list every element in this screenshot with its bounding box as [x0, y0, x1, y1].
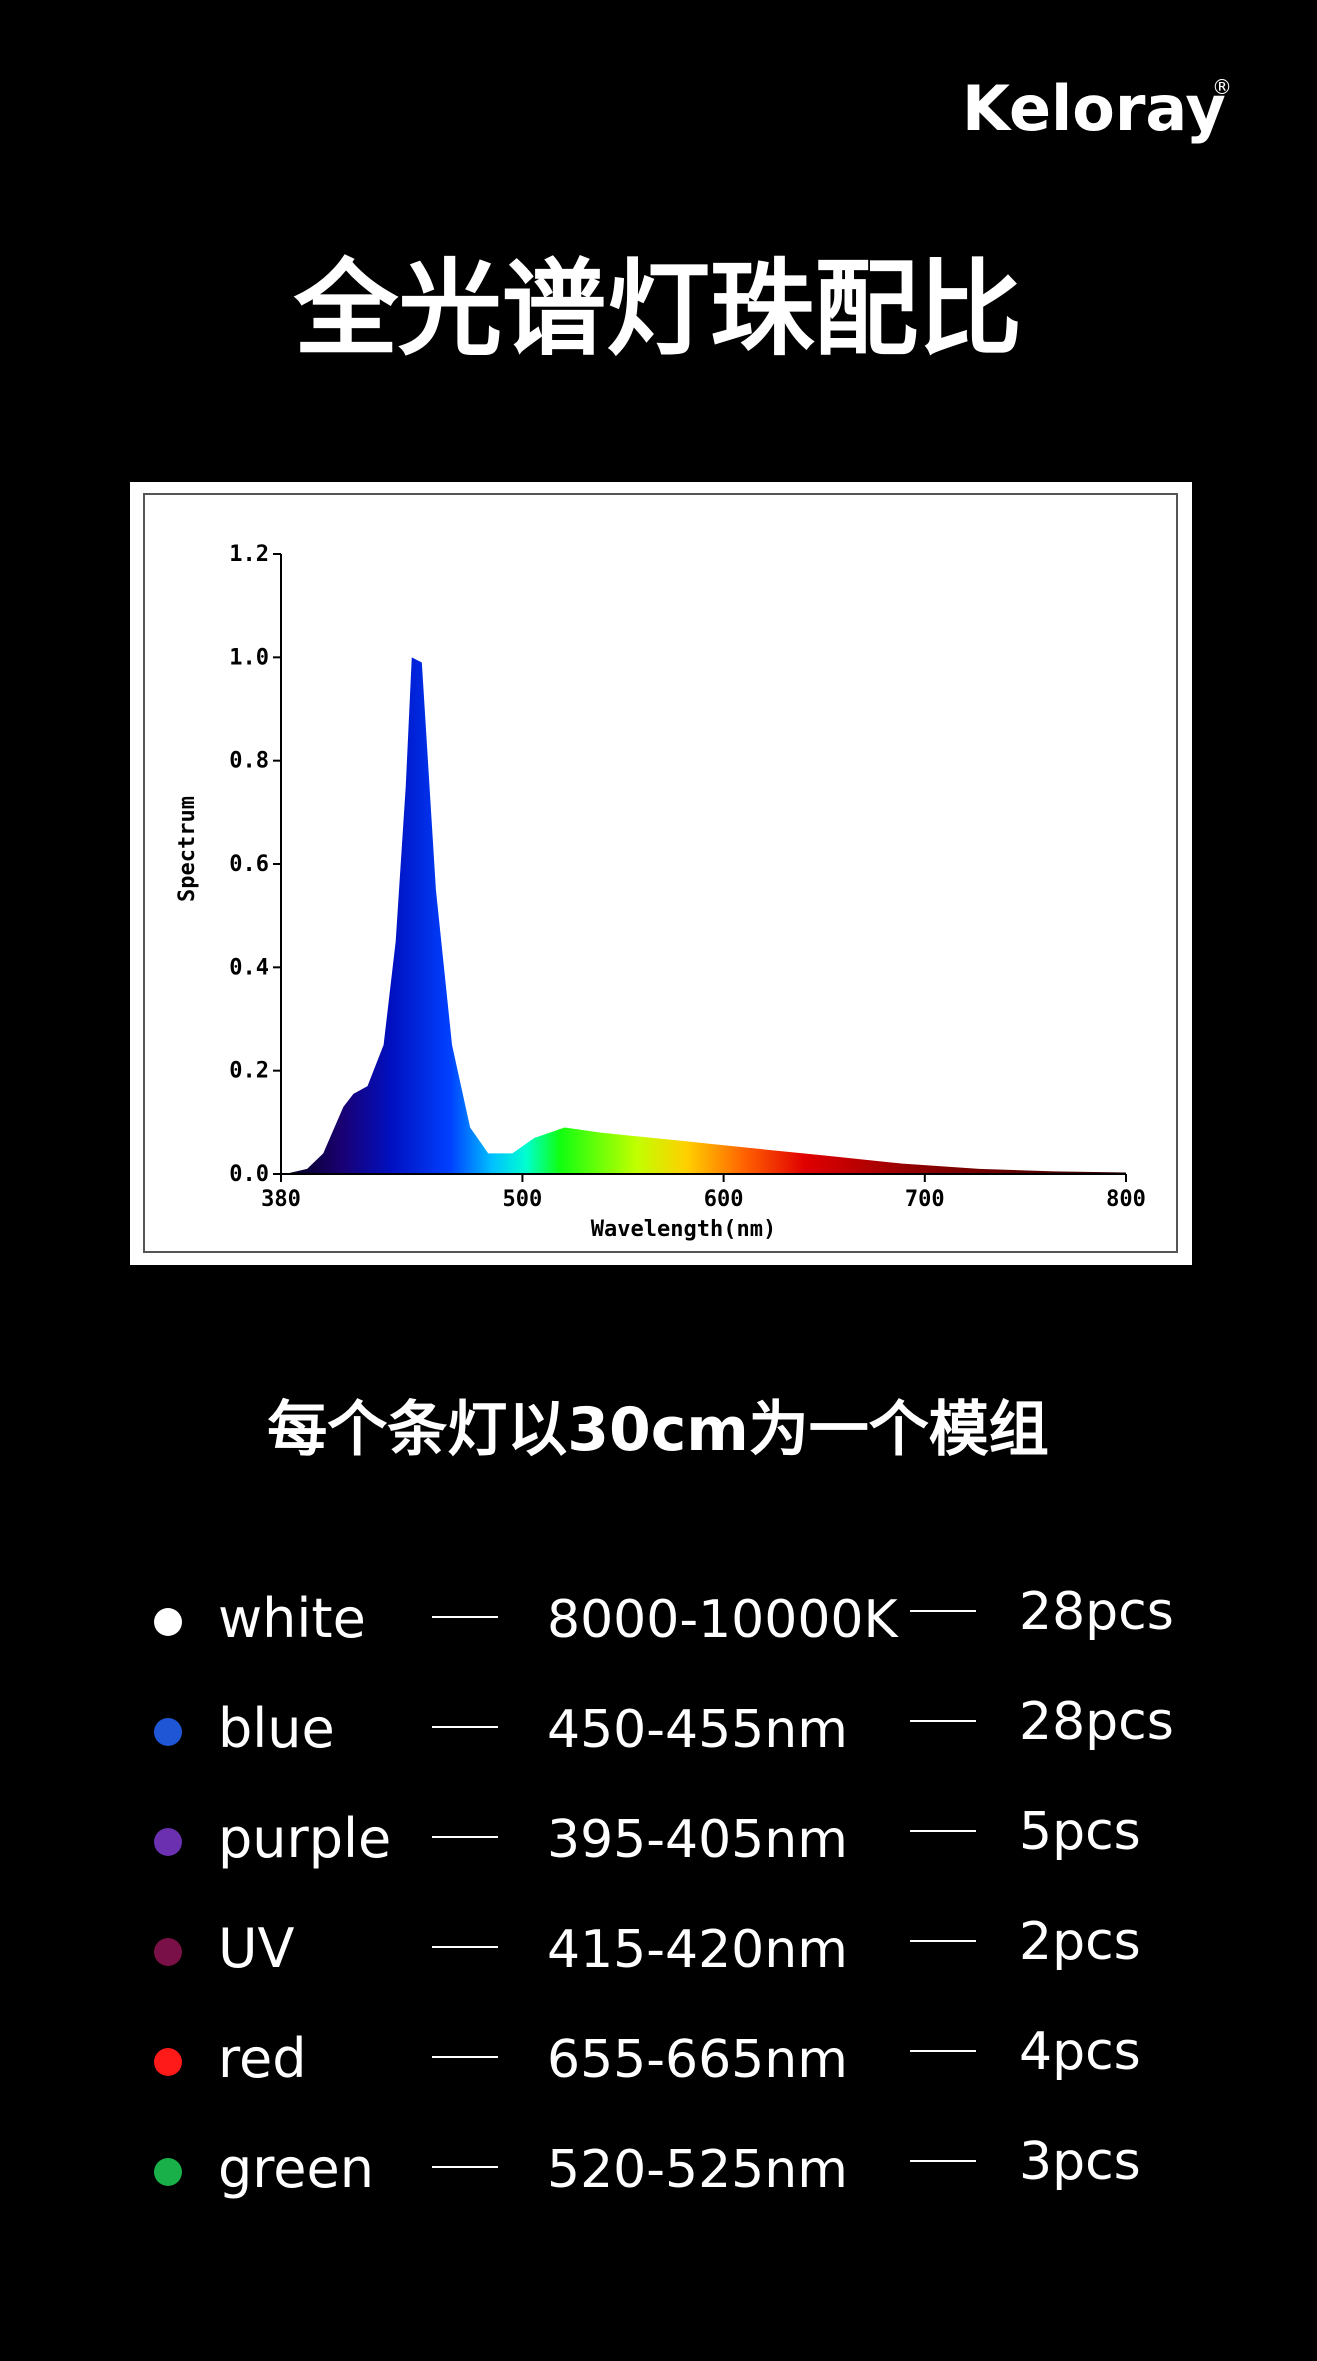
color-dot	[154, 2158, 182, 2186]
led-range: 655-665nm	[547, 2030, 848, 2090]
y-tick-label: 0.0	[229, 1162, 269, 1187]
y-tick-label: 0.8	[229, 749, 269, 774]
led-range: 395-405nm	[547, 1810, 848, 1870]
x-tick-label: 700	[905, 1187, 945, 1212]
color-dot	[154, 2048, 182, 2076]
y-tick-label: 1.0	[229, 645, 269, 670]
x-tick-label: 500	[503, 1187, 543, 1212]
led-count: 28pcs	[1019, 1582, 1174, 1642]
led-range: 520-525nm	[547, 2140, 848, 2200]
subtitle: 每个条灯以30cm为一个模组	[267, 1395, 1049, 1465]
led-count: 2pcs	[1019, 1912, 1141, 1972]
x-tick-label: 600	[704, 1187, 744, 1212]
led-list: white 8000-10000K 28pcs blue 450-455nm 28pcs p…	[154, 1582, 1174, 2200]
led-name: red	[218, 2027, 307, 2090]
led-name: blue	[218, 1697, 335, 1760]
color-dot	[154, 1608, 182, 1636]
led-count: 28pcs	[1019, 1692, 1174, 1752]
y-tick-label: 1.2	[229, 542, 269, 567]
y-tick-label: 0.6	[229, 852, 269, 877]
y-tick-label: 0.4	[229, 955, 269, 980]
title: 全光谱灯珠配比	[293, 248, 1022, 370]
color-dot	[154, 1718, 182, 1746]
chart-panel	[130, 482, 1192, 1265]
led-name: UV	[218, 1917, 295, 1980]
spectrum-area	[285, 657, 1126, 1174]
led-count: 3pcs	[1019, 2132, 1141, 2192]
x-axis-label: Wavelength(nm)	[591, 1217, 776, 1242]
x-tick-label: 380	[261, 1187, 301, 1212]
y-tick-label: 0.2	[229, 1059, 269, 1084]
x-tick-label: 800	[1106, 1187, 1146, 1212]
led-name: green	[218, 2137, 374, 2200]
led-count: 4pcs	[1019, 2022, 1141, 2082]
led-count: 5pcs	[1019, 1802, 1141, 1862]
led-name: white	[218, 1587, 366, 1650]
brand-mark: ®	[1212, 75, 1232, 99]
led-range: 415-420nm	[547, 1920, 848, 1980]
led-range: 450-455nm	[547, 1700, 848, 1760]
y-axis-label: Spectrum	[175, 796, 200, 902]
color-dot	[154, 1828, 182, 1856]
led-range: 8000-10000K	[547, 1590, 900, 1650]
color-dot	[154, 1938, 182, 1966]
chart: 0.0 0.2 0.4 0.6 0.8 1.0 1.2 380 500 600 700 800 Wave…	[175, 542, 1146, 1242]
chart-frame	[143, 493, 1178, 1253]
brand: Keloray	[962, 72, 1226, 145]
led-name: purple	[218, 1807, 391, 1870]
